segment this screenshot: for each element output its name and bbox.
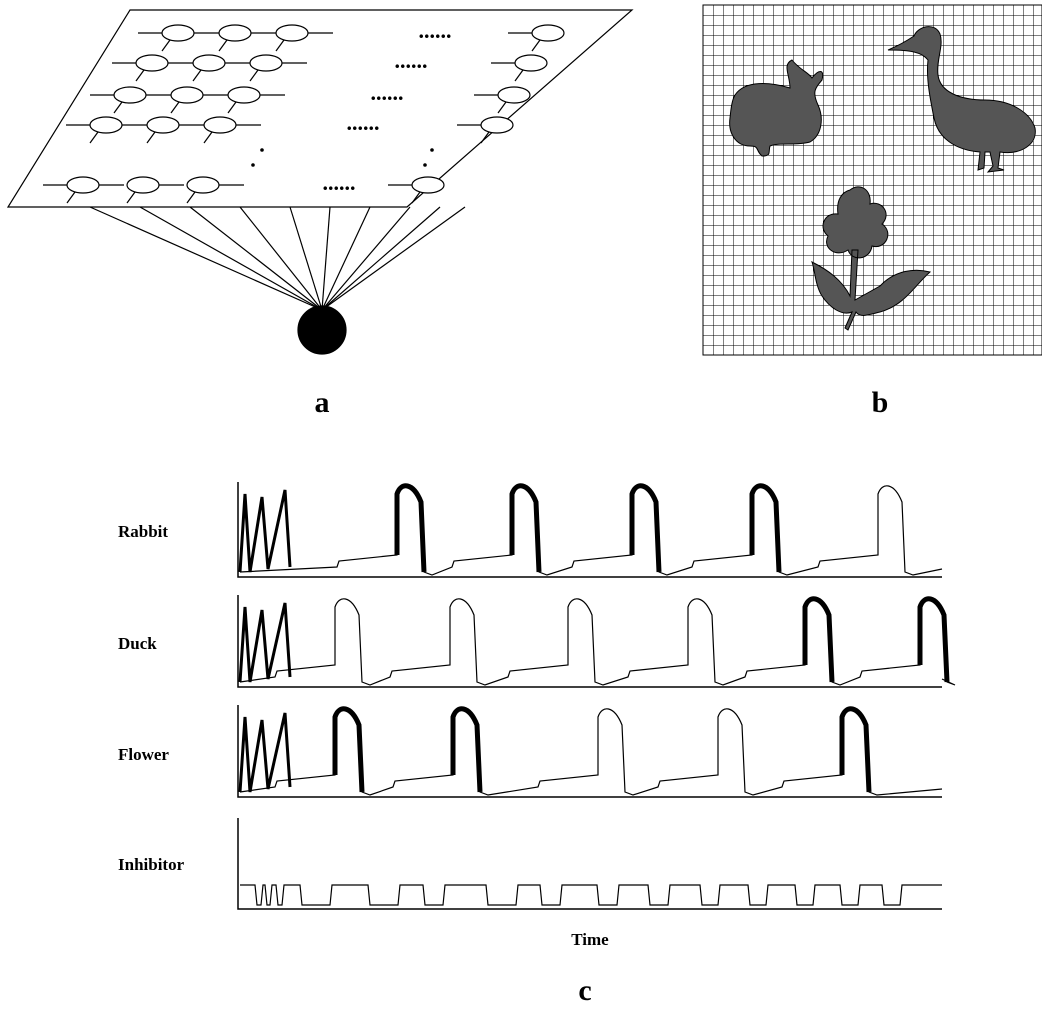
ellipsis: ...... — [323, 170, 356, 195]
axis — [238, 818, 942, 909]
axis — [238, 482, 942, 577]
oscillator — [127, 177, 159, 193]
axis — [238, 595, 942, 687]
oscillator — [515, 55, 547, 71]
transient — [240, 490, 290, 572]
row-label: Flower — [118, 745, 169, 764]
figure: .............................. a b c Rab… — [0, 0, 1042, 1015]
oscillator — [228, 87, 260, 103]
trace — [240, 486, 942, 575]
row-label: Rabbit — [118, 522, 168, 541]
oscillator — [532, 25, 564, 41]
oscillator — [187, 177, 219, 193]
row-label: Inhibitor — [118, 855, 185, 874]
dot — [431, 149, 433, 151]
oscillator — [136, 55, 168, 71]
oscillator — [67, 177, 99, 193]
ellipsis: ...... — [371, 80, 404, 105]
oscillator — [498, 87, 530, 103]
panel-label: a — [315, 386, 330, 419]
inhibitor-link — [90, 207, 322, 310]
dot — [261, 149, 263, 151]
oscillator — [276, 25, 308, 41]
oscillator — [412, 177, 444, 193]
ellipsis: ...... — [347, 110, 380, 135]
ellipsis: ...... — [419, 18, 452, 43]
oscillator — [250, 55, 282, 71]
inhibitor-link — [240, 207, 322, 310]
oscillator — [219, 25, 251, 41]
inhibitor-trace — [240, 885, 942, 905]
trace — [240, 709, 942, 795]
oscillator — [193, 55, 225, 71]
inhibitor-link — [322, 207, 440, 310]
oscillator — [162, 25, 194, 41]
image-grid — [703, 5, 1042, 355]
inhibitor-link — [322, 207, 410, 310]
oscillator — [481, 117, 513, 133]
inhibitor-link — [322, 207, 465, 310]
dot — [424, 164, 426, 166]
oscillator — [114, 87, 146, 103]
oscillator — [204, 117, 236, 133]
axis — [238, 705, 942, 797]
panel-label: c — [578, 974, 591, 1007]
panel-label: b — [872, 386, 889, 419]
inhibitor-link — [190, 207, 322, 310]
network-diagram: .............................. — [8, 10, 632, 354]
global-inhibitor — [298, 306, 346, 354]
dot — [252, 164, 254, 166]
oscillator — [90, 117, 122, 133]
trace — [240, 599, 955, 685]
oscillator — [171, 87, 203, 103]
ellipsis: ...... — [395, 48, 428, 73]
x-axis-label: Time — [571, 930, 609, 949]
traces — [238, 482, 955, 909]
page: .............................. a b c Rab… — [0, 0, 1042, 1015]
oscillator — [147, 117, 179, 133]
row-label: Duck — [118, 634, 157, 653]
